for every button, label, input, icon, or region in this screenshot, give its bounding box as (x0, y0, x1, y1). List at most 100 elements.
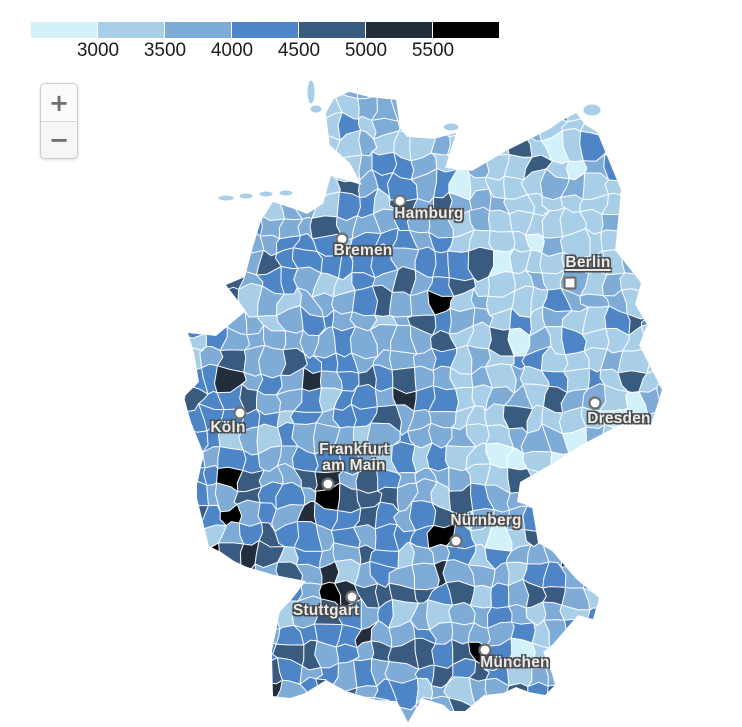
district-cell[interactable] (618, 622, 647, 647)
district-cell[interactable] (641, 562, 664, 591)
city-marker-2[interactable] (563, 276, 577, 290)
district-cell[interactable] (508, 114, 529, 139)
district-cell[interactable] (254, 95, 283, 124)
district-cell[interactable] (640, 290, 664, 318)
district-cell[interactable] (525, 681, 549, 708)
district-cell[interactable] (178, 227, 208, 260)
district-cell[interactable] (203, 465, 219, 486)
district-cell[interactable] (201, 580, 229, 611)
district-cell[interactable] (218, 580, 245, 607)
district-cell[interactable] (528, 79, 550, 102)
district-cell[interactable] (216, 130, 241, 159)
district-cell[interactable] (639, 678, 668, 709)
district-cell[interactable] (240, 698, 260, 721)
district-cell[interactable] (235, 131, 266, 151)
district-cell[interactable] (181, 172, 204, 200)
district-cell[interactable] (240, 581, 266, 607)
district-cell[interactable] (483, 114, 515, 139)
district-cell[interactable] (644, 520, 659, 548)
district-cell[interactable] (178, 620, 204, 648)
district-cell[interactable] (255, 625, 281, 645)
district-cell[interactable] (565, 482, 591, 507)
district-cell[interactable] (273, 73, 300, 100)
district-cell[interactable] (182, 73, 204, 102)
district-cell[interactable] (488, 230, 516, 253)
district-cell[interactable] (319, 701, 341, 727)
district-cell[interactable] (580, 77, 609, 102)
district-cell[interactable] (638, 154, 664, 176)
district-cell[interactable] (198, 167, 228, 196)
district-cell[interactable] (198, 150, 228, 174)
district-cell[interactable] (638, 214, 667, 240)
district-cell[interactable] (198, 269, 228, 296)
district-cell[interactable] (218, 566, 246, 586)
district-cell[interactable] (618, 133, 647, 160)
district-cell[interactable] (179, 540, 210, 571)
district-cell[interactable] (465, 130, 489, 159)
district-cell[interactable] (295, 699, 322, 727)
zoom-in-button[interactable]: + (41, 84, 77, 121)
district-cell[interactable] (179, 529, 205, 551)
district-cell[interactable] (261, 72, 276, 100)
district-cell[interactable] (608, 486, 624, 507)
district-cell[interactable] (620, 429, 645, 453)
district-cell[interactable] (397, 116, 416, 134)
district-cell[interactable] (620, 701, 648, 725)
district-cell[interactable] (200, 603, 229, 631)
district-cell[interactable] (623, 564, 644, 587)
district-cell[interactable] (598, 503, 627, 525)
district-cell[interactable] (239, 146, 264, 175)
district-cell[interactable] (638, 184, 665, 223)
district-cell[interactable] (201, 646, 222, 667)
district-cell[interactable] (181, 194, 209, 214)
district-cell[interactable] (199, 679, 227, 705)
district-cell[interactable] (604, 133, 623, 160)
district-cell[interactable] (256, 584, 284, 608)
district-cell[interactable] (563, 638, 592, 661)
district-cell[interactable] (619, 187, 648, 216)
district-cell[interactable] (550, 451, 570, 475)
district-cell[interactable] (245, 622, 260, 647)
district-cell[interactable] (181, 583, 207, 610)
district-cell[interactable] (544, 504, 571, 532)
district-cell[interactable] (598, 521, 625, 551)
district-cell[interactable] (581, 701, 604, 727)
district-cell[interactable] (216, 602, 247, 631)
district-cell[interactable] (638, 231, 667, 258)
district-cell[interactable] (642, 621, 667, 648)
district-cell[interactable] (235, 72, 267, 97)
city-marker-4[interactable] (233, 406, 247, 420)
district-cell[interactable] (645, 504, 663, 528)
district-cell[interactable] (242, 213, 263, 237)
district-cell[interactable] (562, 467, 589, 487)
district-cell[interactable] (409, 112, 438, 135)
district-cell[interactable] (236, 499, 263, 527)
district-cell[interactable] (473, 705, 491, 724)
district-cell[interactable] (618, 582, 644, 605)
district-cell[interactable] (407, 95, 436, 118)
district-cell[interactable] (507, 131, 533, 158)
district-cell[interactable] (238, 167, 264, 192)
district-cell[interactable] (620, 247, 647, 275)
district-cell[interactable] (334, 154, 363, 183)
district-cell[interactable] (217, 657, 244, 688)
district-cell[interactable] (581, 464, 611, 488)
district-cell[interactable] (622, 503, 650, 528)
district-cell[interactable] (579, 618, 603, 645)
district-cell[interactable] (638, 644, 667, 667)
district-cell[interactable] (599, 618, 625, 646)
district-cell[interactable] (640, 469, 660, 492)
district-cell[interactable] (641, 541, 664, 568)
district-cell[interactable] (565, 682, 583, 708)
district-cell[interactable] (291, 173, 323, 201)
district-cell[interactable] (185, 109, 207, 137)
district-cell[interactable] (618, 74, 645, 103)
city-marker-6[interactable] (449, 534, 463, 548)
district-cell[interactable] (641, 324, 663, 353)
district-cell[interactable] (598, 585, 630, 610)
district-cell[interactable] (311, 191, 340, 219)
district-cell[interactable] (447, 91, 476, 121)
district-cell[interactable] (222, 148, 248, 175)
district-cell[interactable] (372, 364, 394, 392)
district-cell[interactable] (567, 503, 591, 528)
